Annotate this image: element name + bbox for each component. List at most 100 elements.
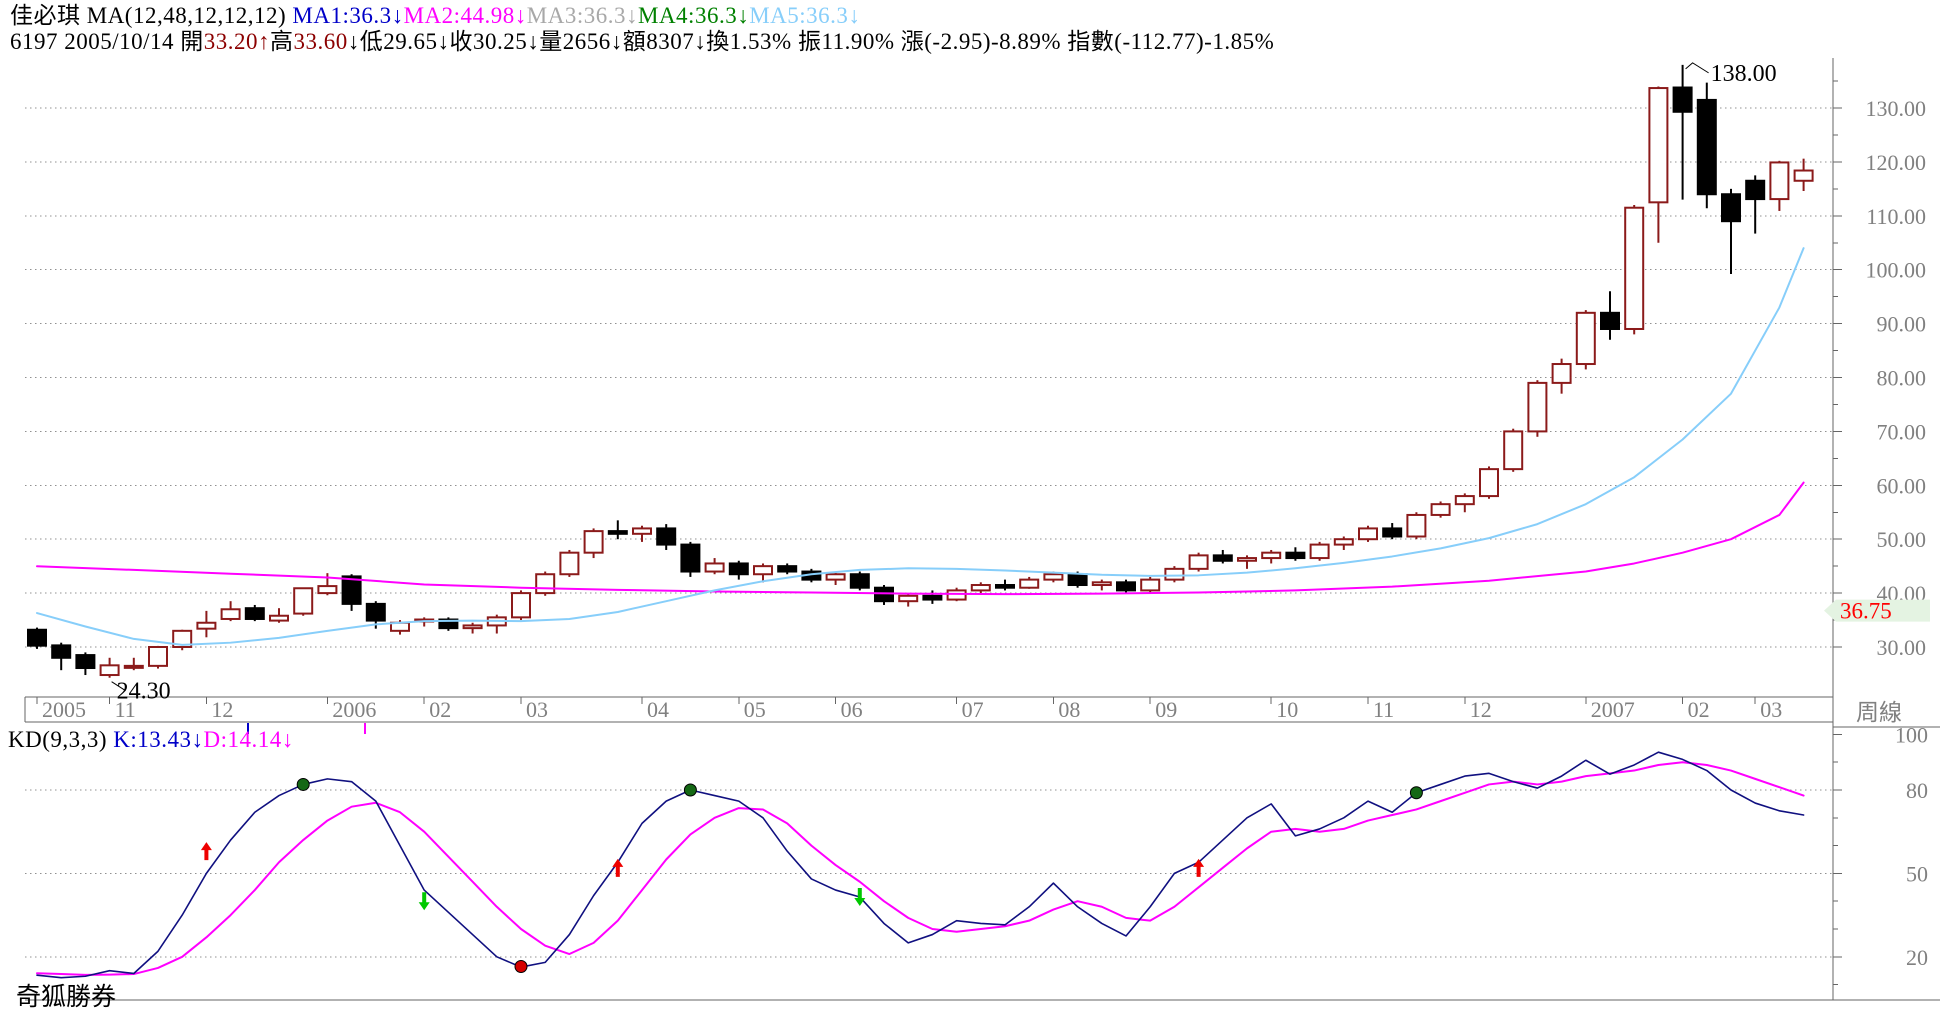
candle-up — [970, 584, 991, 592]
candle-up — [1043, 573, 1064, 581]
candle-up — [1261, 551, 1282, 560]
candle-down — [1672, 86, 1693, 113]
candle-up — [99, 664, 120, 677]
quote-info-header: 6197 2005/10/14 開33.20↑高33.60↓低29.65↓收30… — [10, 29, 1274, 55]
line2-segment: ↓ — [347, 29, 360, 54]
candle-down — [1116, 581, 1136, 592]
kdheader-segment: D:14.14↓ — [203, 727, 294, 752]
kd-pane[interactable] — [25, 727, 1833, 1000]
line2-segment: 2656 — [562, 29, 611, 54]
high-price-label: 138.00 — [1711, 61, 1777, 87]
line2-segment: 額 — [622, 29, 647, 54]
kd-axis-label: 20 — [1906, 945, 1928, 970]
candle-up — [1019, 578, 1040, 589]
kd-indicator-header: KD(9,3,3) K:13.43↓D:14.14↓ — [8, 727, 294, 753]
candle-up — [123, 664, 144, 669]
kd-green-dot-marker — [1409, 786, 1423, 800]
candle-up — [1575, 311, 1596, 366]
date-axis-label: 2006 — [332, 697, 376, 722]
price-axis-label: 80.00 — [1877, 366, 1927, 391]
candle-up — [1479, 468, 1499, 498]
kdheader-segment: K:13.43↓ — [113, 727, 204, 752]
line1-segment: MA4:36.3↓ — [638, 3, 750, 28]
candle-up — [462, 624, 483, 630]
candle-up — [1551, 363, 1572, 384]
kd-sell-arrow-icon — [418, 892, 430, 911]
candle-down — [341, 575, 362, 605]
price-axis-label: 130.00 — [1866, 96, 1927, 121]
candle-down — [1382, 527, 1403, 538]
ma48-line — [36, 481, 1805, 596]
candle-up — [1624, 206, 1645, 330]
line2-segment: 30.25 — [473, 29, 528, 54]
line2-segment: ↑ — [258, 29, 271, 54]
date-axis-label: 11 — [1373, 697, 1394, 722]
candle-down — [777, 565, 798, 573]
price-axis-label: 110.00 — [1866, 204, 1926, 229]
kd-axis-label: 100 — [1895, 722, 1928, 747]
kd-axis-label: 50 — [1906, 861, 1928, 886]
line2-segment: ↓ — [527, 29, 540, 54]
candle-up — [946, 589, 967, 601]
d-line — [36, 761, 1805, 976]
line2-segment: 開 — [180, 29, 204, 54]
kd-axis-labels: 100 80 50 20 — [1833, 722, 1928, 986]
line1-segment: MA5:36.3↓ — [749, 3, 861, 28]
date-axis-label: 10 — [1276, 697, 1298, 722]
candle-down — [1696, 98, 1717, 196]
candle-up — [1648, 87, 1669, 204]
candle-up — [1164, 567, 1185, 581]
price-axis-label: 60.00 — [1877, 473, 1927, 498]
candle-up — [1333, 538, 1354, 546]
date-axis: 2005 11 12 2006 02 03 04 05 06 07 08 09 10 11 12 2007 02… — [36, 697, 1902, 725]
line2-segment: 29.65 — [383, 29, 438, 54]
candle-up — [704, 562, 725, 573]
date-axis-label: 2007 — [1591, 697, 1635, 722]
candle-down — [438, 618, 459, 630]
price-pane[interactable] — [25, 58, 1833, 697]
candle-up — [898, 594, 919, 603]
price-axis-label: 50.00 — [1877, 527, 1927, 552]
date-axis-label: 05 — [744, 697, 766, 722]
date-axis-label: 2005 — [42, 697, 86, 722]
last-price-tag: 36.75 — [1824, 599, 1930, 624]
price-axis-label: 100.00 — [1866, 258, 1927, 283]
date-axis-label: 09 — [1155, 697, 1177, 722]
last-price-tag-value: 36.75 — [1840, 599, 1892, 624]
candle-down — [1600, 311, 1620, 330]
candle-down — [656, 527, 677, 546]
line2-segment: 33.20 — [203, 29, 259, 54]
candle-up — [220, 608, 241, 620]
candle-up — [1140, 578, 1161, 592]
candle-up — [1309, 543, 1330, 560]
price-axis-label: 70.00 — [1877, 419, 1927, 444]
kd-green-dot-marker — [296, 777, 310, 791]
kd-buy-arrow-icon — [200, 842, 212, 861]
candle-up — [1527, 381, 1548, 433]
pane-borders — [24, 58, 1940, 1001]
candle-down — [849, 573, 870, 589]
date-axis-label: 12 — [1470, 697, 1492, 722]
candle-up — [632, 527, 652, 535]
candle-down — [607, 530, 628, 535]
candle-up — [583, 530, 604, 554]
candle-down — [1721, 193, 1741, 223]
line2-segment: 6197 2005/10/14 — [10, 29, 181, 54]
candle-down — [680, 543, 701, 573]
candle-up — [1769, 161, 1790, 201]
candle-down — [244, 607, 265, 620]
candle-down — [1285, 551, 1306, 560]
candle-down — [51, 644, 72, 659]
line2-segment: ↓ — [610, 29, 623, 54]
candle-up — [559, 551, 580, 576]
candle-up — [1091, 581, 1112, 587]
line2-segment: ↓ — [694, 29, 707, 54]
low-annotation: 24.30 — [111, 679, 171, 705]
candle-down — [1212, 554, 1233, 562]
k-line — [36, 751, 1805, 979]
kd-sell-arrow-icon — [854, 888, 866, 907]
line1-segment: MA3:36.3↓ — [526, 3, 638, 28]
date-axis-label: 06 — [841, 697, 863, 722]
line2-segment: ↓ — [437, 29, 450, 54]
line2-segment: 高 — [270, 29, 294, 54]
